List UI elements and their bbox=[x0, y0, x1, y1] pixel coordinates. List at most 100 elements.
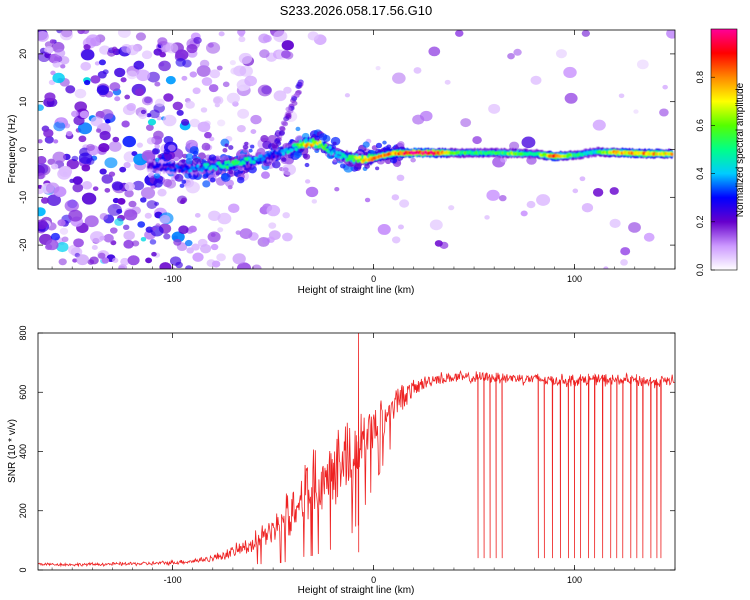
track-cell bbox=[343, 155, 348, 159]
track-cell bbox=[284, 147, 288, 152]
noise-blob bbox=[110, 240, 117, 246]
y-tick-label: 400 bbox=[18, 444, 28, 459]
colorbar: 0.0 0.2 0.4 0.6 0.8 Normalized spectral ampl… bbox=[695, 28, 746, 276]
noise-blob bbox=[154, 81, 161, 87]
noise-blob bbox=[103, 233, 114, 243]
track-spread-blob bbox=[339, 163, 346, 169]
track-spread-blob bbox=[174, 173, 184, 182]
track-cell bbox=[279, 153, 283, 157]
noise-blob bbox=[391, 236, 401, 244]
noise-blob bbox=[260, 171, 270, 179]
colorbar-tick-label: 0.4 bbox=[695, 167, 705, 180]
noise-blob bbox=[521, 136, 536, 149]
noise-blob bbox=[159, 214, 171, 224]
noise-blob bbox=[96, 85, 109, 96]
track-cell bbox=[346, 157, 350, 162]
noise-blob bbox=[192, 87, 201, 95]
noise-blob bbox=[448, 205, 455, 211]
track-cell bbox=[259, 154, 263, 158]
x-tick-label: 0 bbox=[371, 274, 376, 284]
y-tick-label: 0 bbox=[18, 567, 28, 572]
noise-blob bbox=[283, 86, 292, 94]
noise-blob bbox=[218, 31, 225, 37]
track-cell bbox=[224, 160, 228, 165]
noise-blob bbox=[281, 163, 296, 176]
noise-blob bbox=[227, 185, 233, 190]
noise-blob bbox=[122, 135, 136, 148]
noise-blob bbox=[92, 186, 99, 191]
track-cell bbox=[146, 165, 151, 169]
noise-blob bbox=[141, 50, 153, 60]
track-cell bbox=[357, 155, 362, 160]
noise-blob bbox=[117, 197, 126, 205]
track-cell bbox=[355, 156, 359, 160]
noise-blob bbox=[282, 167, 289, 172]
x-tick-label: -100 bbox=[164, 575, 182, 585]
noise-blob bbox=[59, 227, 69, 235]
noise-blob bbox=[232, 253, 246, 265]
noise-blob bbox=[78, 135, 87, 143]
noise-blob bbox=[80, 61, 92, 71]
noise-blob bbox=[99, 212, 109, 221]
noise-blob bbox=[410, 157, 416, 163]
track-spread-blob bbox=[238, 165, 245, 172]
noise-blob bbox=[273, 30, 288, 43]
noise-blob bbox=[181, 118, 190, 126]
track-spread-blob bbox=[375, 166, 380, 171]
noise-blob bbox=[210, 243, 219, 251]
track-cell bbox=[214, 167, 218, 171]
noise-blob bbox=[133, 60, 145, 70]
colorbar-bar bbox=[710, 28, 738, 271]
noise-blob bbox=[266, 204, 281, 217]
track-cell bbox=[326, 149, 331, 154]
noise-blob bbox=[117, 30, 131, 38]
noise-blob bbox=[228, 203, 240, 213]
noise-blob bbox=[84, 215, 99, 228]
noise-blob bbox=[74, 101, 88, 112]
noise-blob bbox=[238, 36, 246, 43]
track-spread-blob bbox=[281, 157, 287, 163]
track-spread-blob bbox=[303, 153, 311, 160]
noise-blob bbox=[126, 70, 138, 80]
track-cell bbox=[158, 162, 162, 167]
noise-blob bbox=[334, 187, 340, 192]
noise-blob bbox=[38, 219, 48, 230]
noise-blob bbox=[123, 162, 131, 169]
noise-blob bbox=[581, 30, 591, 37]
track-cell bbox=[328, 145, 332, 150]
noise-blob bbox=[197, 238, 208, 247]
noise-blob bbox=[609, 218, 621, 228]
track-cell bbox=[318, 140, 322, 144]
noise-blob bbox=[149, 239, 157, 245]
noise-blob bbox=[101, 257, 110, 264]
noise-blob bbox=[104, 187, 111, 193]
noise-blob bbox=[157, 37, 168, 46]
noise-blob bbox=[75, 254, 90, 266]
noise-blob bbox=[163, 233, 171, 240]
noise-blob bbox=[659, 108, 669, 117]
streak-blob bbox=[274, 138, 281, 144]
noise-blob bbox=[396, 174, 405, 182]
x-tick-label: 100 bbox=[567, 274, 582, 284]
spectrogram-y-ticks: -20 -10 0 10 20 bbox=[18, 49, 675, 252]
noise-blob bbox=[147, 71, 160, 83]
noise-blob bbox=[592, 119, 606, 131]
track-spread-blob bbox=[162, 178, 173, 188]
noise-blob bbox=[38, 172, 45, 180]
noise-blob bbox=[123, 230, 135, 241]
noise-blob bbox=[172, 101, 183, 111]
noise-blob bbox=[118, 265, 126, 269]
noise-blob bbox=[135, 32, 147, 41]
track-spread-blob bbox=[185, 158, 194, 165]
noise-blob bbox=[151, 251, 157, 257]
noise-blob bbox=[108, 141, 122, 152]
noise-blob bbox=[58, 258, 67, 266]
y-tick-label: 600 bbox=[18, 385, 28, 400]
noise-blob bbox=[44, 136, 54, 144]
noise-blob bbox=[159, 51, 166, 58]
noise-blob bbox=[78, 152, 93, 164]
noise-blob bbox=[212, 95, 224, 105]
noise-blob bbox=[71, 155, 79, 162]
noise-blob bbox=[238, 52, 253, 64]
